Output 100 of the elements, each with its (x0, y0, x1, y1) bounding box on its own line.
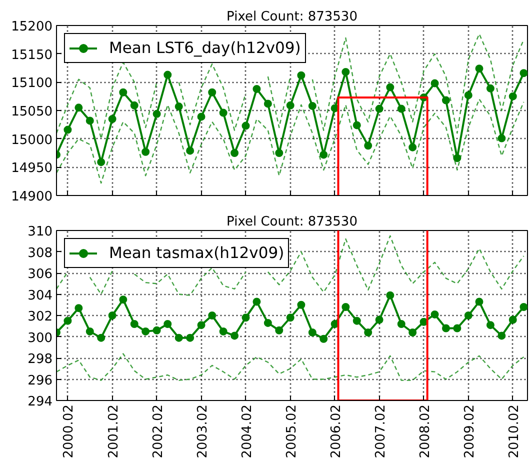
point (508, 316, 517, 324)
y-tick-label: 296 (28, 373, 53, 388)
y-tick-label: 308 (28, 246, 53, 261)
point (386, 291, 394, 300)
point (408, 328, 417, 336)
y-tick-label: 294 (28, 394, 53, 410)
point (252, 298, 261, 306)
point (186, 334, 194, 342)
y-tick-label: 310 (28, 224, 53, 240)
point (97, 158, 106, 166)
x-tick-label: 2000.02 (62, 404, 77, 458)
point (142, 327, 150, 336)
y-tick-label: 302 (28, 310, 53, 324)
point (164, 320, 172, 328)
point (219, 327, 228, 336)
x-tick-label: 2001.02 (106, 404, 122, 458)
point (430, 79, 439, 88)
point (408, 143, 417, 152)
point (108, 312, 116, 320)
legend-label: Mean tasmax(h12v09) (109, 243, 284, 263)
line-series (56, 98, 524, 184)
point (475, 298, 484, 306)
point (320, 334, 328, 343)
legend-label: Mean LST6_day(h12v09) (109, 38, 301, 58)
point (275, 149, 284, 157)
point (320, 150, 328, 159)
point (219, 108, 228, 117)
y-tick-label: 15150 (11, 48, 53, 63)
point (230, 332, 239, 340)
chart-title: Pixel Count: 873530 (226, 10, 358, 24)
point (197, 112, 206, 121)
x-tick-label: 2004.02 (240, 404, 255, 458)
y-tick-label: 15200 (11, 20, 53, 34)
point (252, 84, 261, 93)
point (64, 126, 72, 134)
point (152, 326, 161, 334)
point (142, 148, 150, 156)
point (297, 71, 306, 80)
point (442, 324, 450, 332)
point (486, 84, 494, 92)
y-tick-label: 15000 (11, 132, 53, 148)
point (64, 316, 72, 325)
x-tick-label: 2002.02 (150, 404, 166, 458)
point (86, 116, 94, 125)
point (352, 121, 361, 130)
point (297, 300, 306, 309)
point (208, 88, 216, 96)
point (286, 101, 294, 110)
x-tick-label: 2008.02 (418, 404, 433, 458)
x-tick-label: 2009.02 (462, 404, 478, 458)
point (498, 134, 506, 142)
point (286, 314, 294, 322)
point (197, 321, 206, 330)
point (397, 320, 406, 328)
point (119, 296, 128, 304)
point (464, 91, 472, 100)
point (74, 304, 83, 312)
x-tick-label: 2006.02 (328, 404, 344, 458)
x-tick-label: 2005.02 (284, 404, 300, 458)
y-tick-label: 15050 (11, 104, 53, 120)
point (430, 310, 439, 318)
point (397, 104, 406, 113)
point (108, 115, 116, 123)
point (130, 320, 138, 328)
point (520, 69, 528, 78)
y-tick-label: 300 (28, 330, 53, 346)
point (275, 326, 284, 334)
point (453, 154, 462, 162)
y-tick-label: 298 (28, 352, 53, 367)
y-tick-label: 306 (28, 267, 53, 282)
point (464, 312, 472, 320)
point (442, 96, 450, 104)
point (86, 327, 94, 336)
point (308, 328, 316, 336)
point (242, 314, 250, 322)
point (352, 316, 361, 325)
point (498, 332, 506, 340)
point (208, 312, 216, 320)
point (375, 316, 384, 324)
point (230, 149, 239, 157)
point (475, 64, 484, 73)
point (264, 318, 272, 327)
point (342, 68, 350, 76)
point (520, 303, 528, 311)
y-tick-label: 14900 (11, 190, 53, 204)
point (119, 88, 128, 96)
y-tick-label: 304 (28, 288, 53, 304)
point (364, 142, 372, 150)
point (486, 321, 494, 330)
point (264, 100, 272, 108)
x-tick-label: 2010.02 (506, 404, 522, 458)
point (308, 102, 316, 110)
point (186, 146, 194, 155)
point (164, 70, 172, 79)
point (74, 104, 83, 112)
x-tick-label: 2007.02 (373, 404, 388, 458)
point (152, 110, 161, 118)
point (364, 328, 372, 336)
point (242, 122, 250, 130)
point (386, 83, 394, 92)
